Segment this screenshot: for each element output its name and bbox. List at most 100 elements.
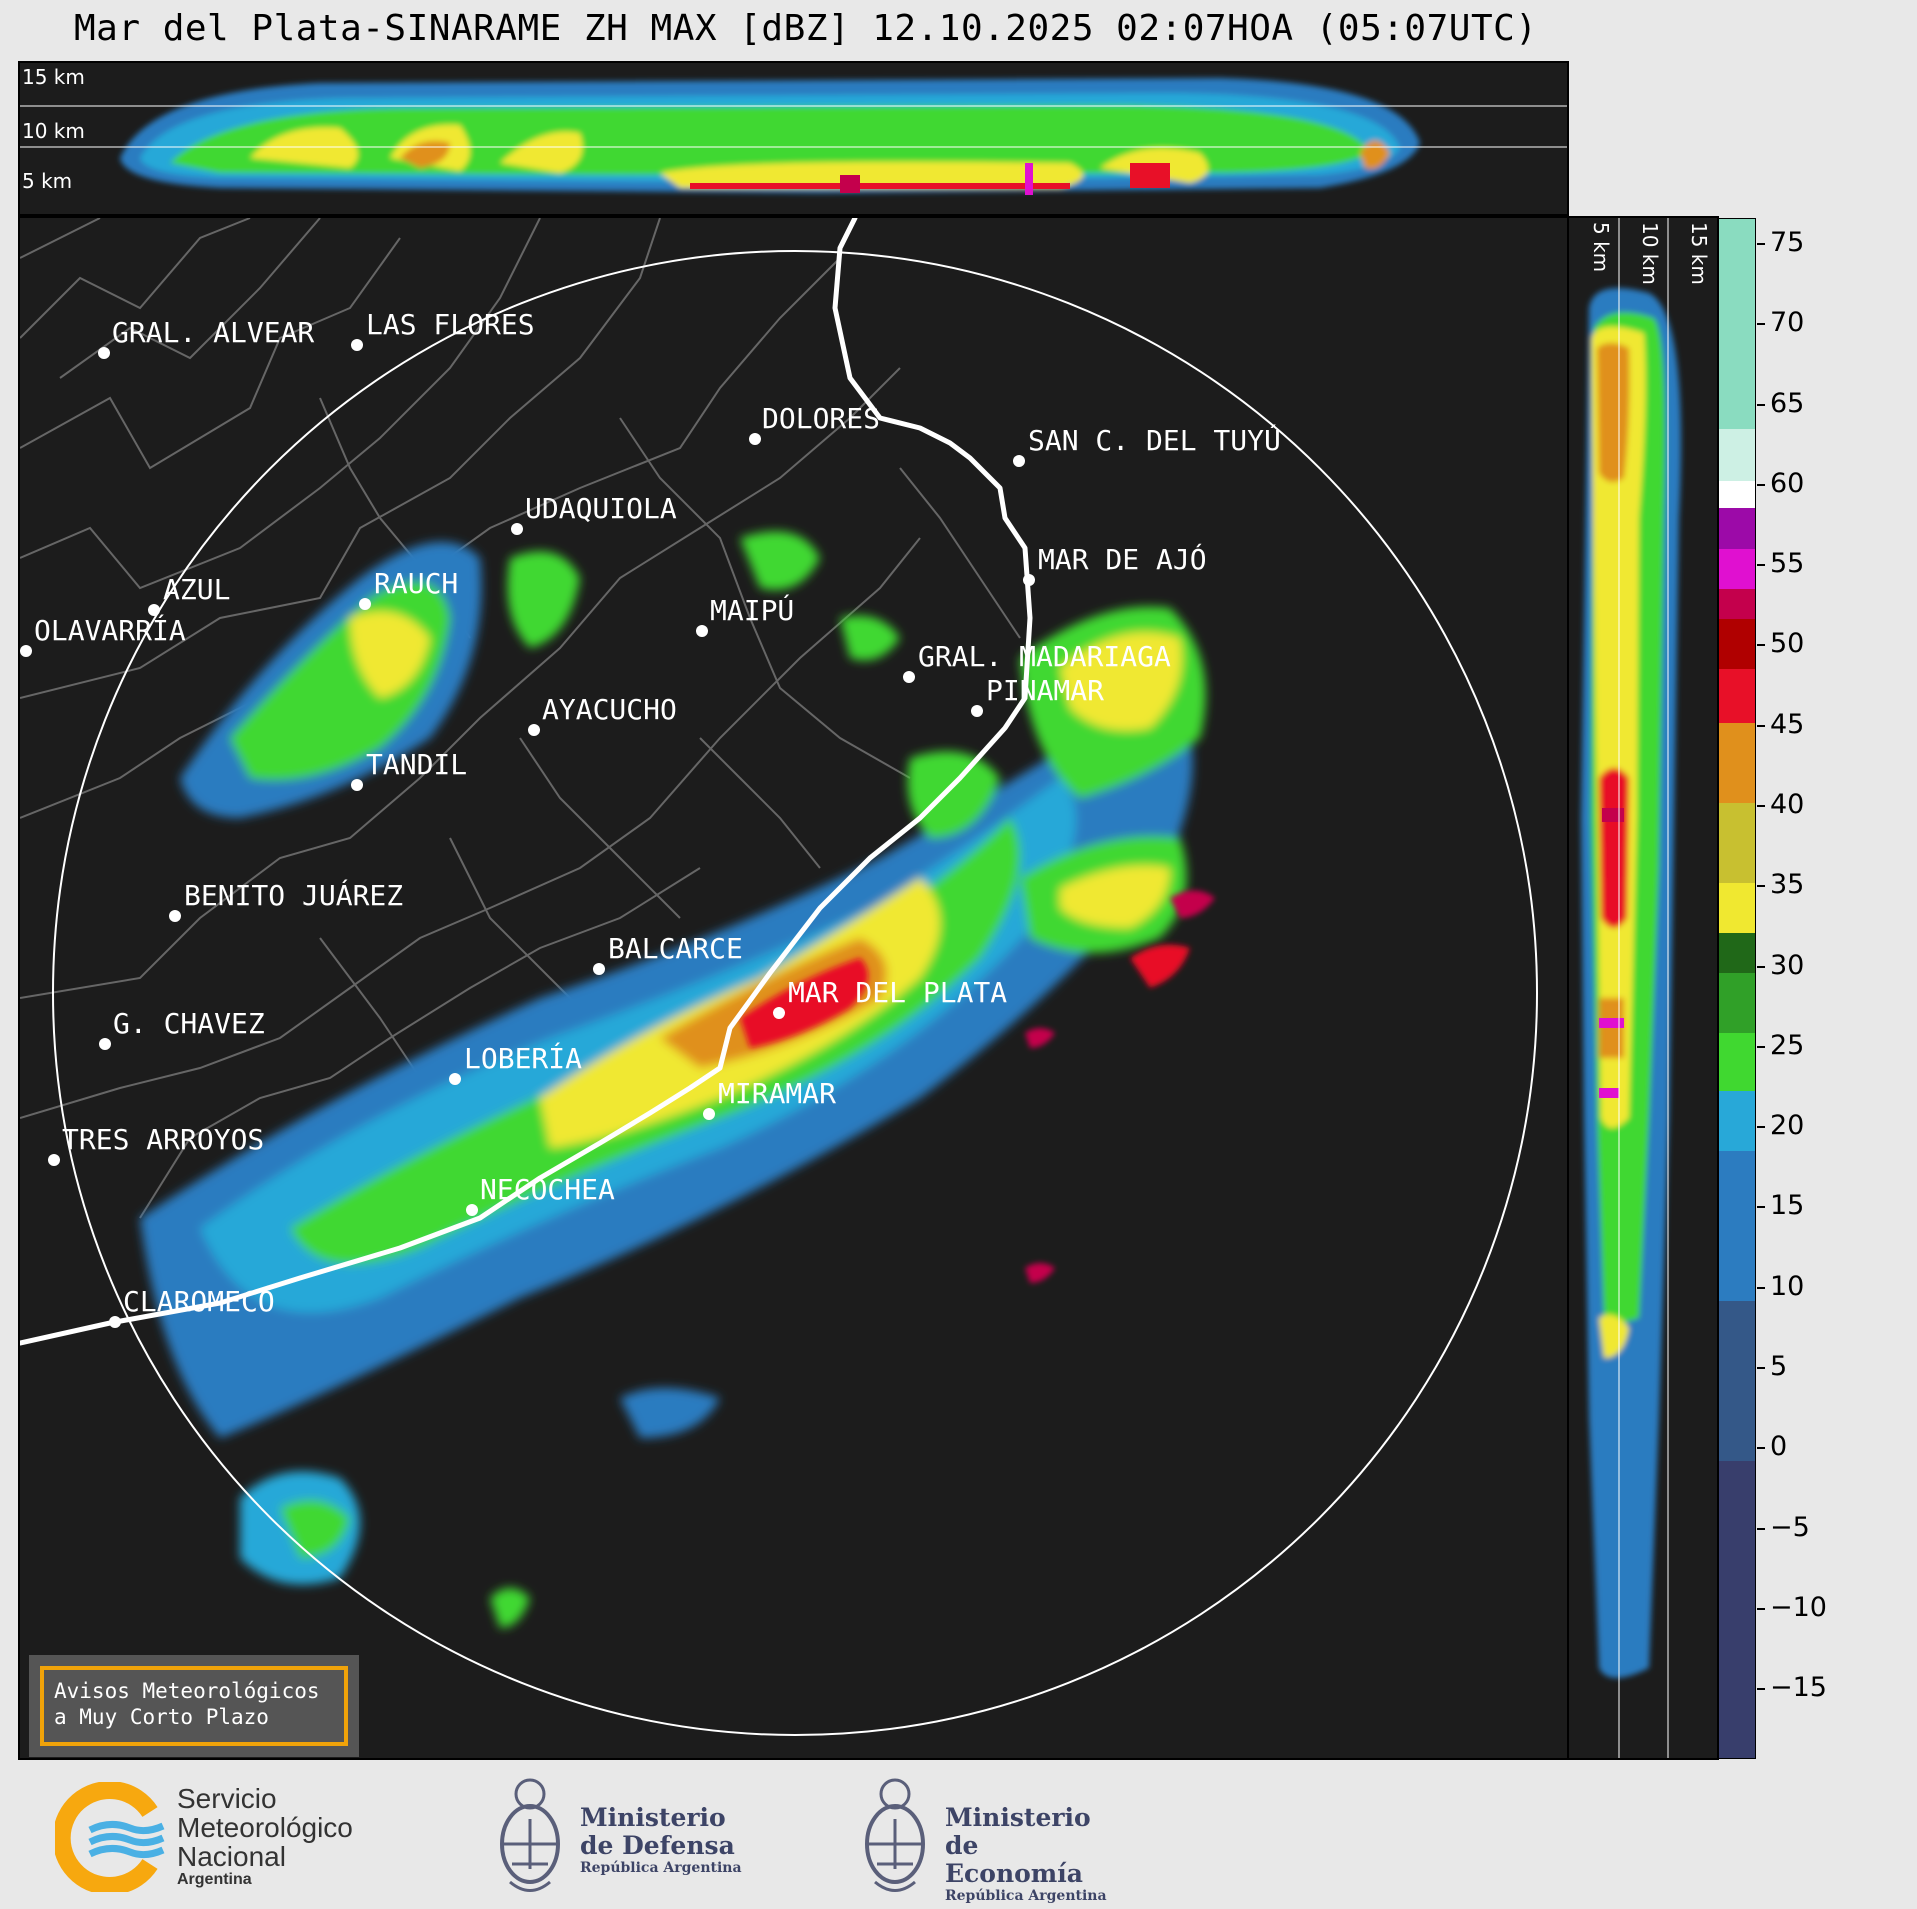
- city-label-mar-del-plata: MAR DEL PLATA: [788, 976, 1007, 1009]
- smn-logo[interactable]: Servicio Meteorológico Nacional Argentin…: [55, 1782, 395, 1892]
- city-label-gral-madariaga: GRAL. MADARIAGA: [918, 640, 1171, 673]
- precipitation-echoes: [140, 531, 1206, 1628]
- defensa-logo[interactable]: Ministerio de Defensa República Argentin…: [490, 1774, 750, 1899]
- colorbar-label-60: 60: [1770, 468, 1805, 499]
- coat-of-arms-icon: [500, 1778, 560, 1892]
- city-label-maipu: MAIPÚ: [710, 593, 794, 627]
- colorbar-label-15: 15: [1770, 1190, 1805, 1221]
- colorbar-cyan: [1719, 1091, 1755, 1151]
- colorbar-label-25: 25: [1770, 1030, 1805, 1061]
- smn-line3: Nacional: [177, 1841, 286, 1872]
- city-markers: GRAL. ALVEAR LAS FLORES DOLORES SAN C. D…: [20, 308, 1281, 1328]
- colorbar-label-minus15: −15: [1770, 1672, 1827, 1703]
- colorbar-label-55: 55: [1770, 548, 1805, 579]
- colorbar-darkred: [1719, 619, 1755, 669]
- city-dot-mar-de-ajo: [1023, 574, 1035, 586]
- city-label-miramar: MIRAMAR: [718, 1077, 836, 1110]
- colorbar-olive: [1719, 803, 1755, 883]
- city-label-claromeco: CLAROMECÓ: [123, 1284, 275, 1318]
- city-label-tres-arroyos: TRES ARROYOS: [62, 1123, 264, 1156]
- economia-logo[interactable]: Ministerio de Economía República Argenti…: [855, 1774, 1125, 1904]
- city-label-benito-juarez: BENITO JUÁREZ: [184, 878, 403, 912]
- city-dot-rauch: [359, 598, 371, 610]
- city-dot-pinamar: [971, 705, 983, 717]
- altitude-label-15km-v: 15 km: [1687, 222, 1711, 285]
- city-dot-gral-alvear: [98, 347, 110, 359]
- right-cross-section-image: [1581, 218, 1681, 1758]
- smn-sub: Argentina: [177, 1871, 252, 1888]
- colorbar-label-40: 40: [1770, 789, 1805, 820]
- altitude-label-10km-v: 10 km: [1638, 222, 1662, 285]
- city-label-loberia: LOBERÍA: [464, 1041, 582, 1075]
- economia-sub: República Argentina: [945, 1888, 1107, 1904]
- colorbar-label-5: 5: [1770, 1351, 1788, 1382]
- city-label-necochea: NECOCHEA: [480, 1173, 615, 1206]
- colorbar-label-minus10: −10: [1770, 1592, 1827, 1623]
- avisos-line2: a Muy Corto Plazo: [54, 1705, 269, 1729]
- colorbar-navy: [1719, 1461, 1755, 1758]
- city-dot-san-clemente: [1013, 455, 1025, 467]
- defensa-sub: República Argentina: [580, 1860, 742, 1876]
- colorbar-pale-teal: [1719, 429, 1755, 489]
- right-cross-section-panel: 5 km 10 km 15 km: [1567, 216, 1719, 1760]
- colorbar-white: [1719, 481, 1755, 508]
- colorbar: [1718, 218, 1756, 1759]
- city-label-olavarria: OLAVARRÍA: [34, 613, 186, 647]
- city-dot-dolores: [749, 433, 761, 445]
- smn-line2: Meteorológico: [177, 1812, 353, 1843]
- city-dot-claromeco: [109, 1316, 121, 1328]
- smn-emblem-icon: [55, 1782, 165, 1892]
- altitude-label-5km: 5 km: [22, 169, 73, 193]
- city-dot-tres-arroyos: [48, 1154, 60, 1166]
- colorbar-orange: [1719, 723, 1755, 803]
- city-dot-olavarria: [20, 645, 32, 657]
- defensa-line2: de Defensa: [580, 1831, 735, 1860]
- colorbar-label-65: 65: [1770, 388, 1805, 419]
- altitude-label-5km-v: 5 km: [1589, 222, 1613, 273]
- city-dot-ayacucho: [528, 724, 540, 736]
- city-dot-azul: [148, 604, 160, 616]
- colorbar-label-70: 70: [1770, 307, 1805, 338]
- footer-logos: Servicio Meteorológico Nacional Argentin…: [0, 1762, 1917, 1909]
- coastline: [20, 218, 1033, 1346]
- top-cross-section-image: [20, 78, 1567, 195]
- city-dot-benito-juarez: [169, 910, 181, 922]
- coat-of-arms-icon: [865, 1778, 925, 1892]
- city-dot-balcarce: [593, 963, 605, 975]
- city-dot-loberia: [449, 1073, 461, 1085]
- intense-cells: [740, 890, 1215, 1283]
- city-dot-las-flores: [351, 339, 363, 351]
- altitude-label-15km: 15 km: [22, 65, 85, 89]
- altitude-label-10km: 10 km: [22, 119, 85, 143]
- colorbar-yellow: [1719, 883, 1755, 933]
- city-dot-udaquiola: [511, 523, 523, 535]
- radar-map[interactable]: GRAL. ALVEAR LAS FLORES DOLORES SAN C. D…: [18, 216, 1569, 1760]
- city-label-las-flores: LAS FLORES: [366, 308, 535, 341]
- city-label-azul: AZUL: [163, 573, 230, 606]
- top-cross-section-panel: 15 km 10 km 5 km: [18, 61, 1569, 216]
- city-dot-mar-del-plata: [773, 1007, 785, 1019]
- avisos-banner[interactable]: Avisos Meteorológicos a Muy Corto Plazo: [29, 1655, 359, 1757]
- city-dot-maipu: [696, 625, 708, 637]
- avisos-banner-frame: Avisos Meteorológicos a Muy Corto Plazo: [40, 1666, 348, 1746]
- city-label-udaquiola: UDAQUIOLA: [525, 492, 677, 525]
- city-label-mar-de-ajo: MAR DE AJÓ: [1038, 542, 1207, 576]
- city-dot-gral-madariaga: [903, 671, 915, 683]
- city-dot-miramar: [703, 1108, 715, 1120]
- city-label-rauch: RAUCH: [374, 567, 458, 600]
- colorbar-red: [1719, 669, 1755, 723]
- city-dot-g-chavez: [99, 1038, 111, 1050]
- city-label-gral-alvear: GRAL. ALVEAR: [112, 316, 314, 349]
- range-ring: [52, 250, 1538, 1736]
- colorbar-label-50: 50: [1770, 628, 1805, 659]
- colorbar-darkgreen: [1719, 933, 1755, 973]
- city-label-pinamar: PINAMAR: [986, 674, 1104, 707]
- colorbar-label-minus5: −5: [1770, 1512, 1810, 1543]
- colorbar-label-30: 30: [1770, 950, 1805, 981]
- city-label-balcarce: BALCARCE: [608, 932, 743, 965]
- colorbar-label-20: 20: [1770, 1110, 1805, 1141]
- colorbar-label-0: 0: [1770, 1431, 1788, 1462]
- smn-line1: Servicio: [177, 1783, 277, 1814]
- colorbar-green: [1719, 1033, 1755, 1091]
- colorbar-label-10: 10: [1770, 1271, 1805, 1302]
